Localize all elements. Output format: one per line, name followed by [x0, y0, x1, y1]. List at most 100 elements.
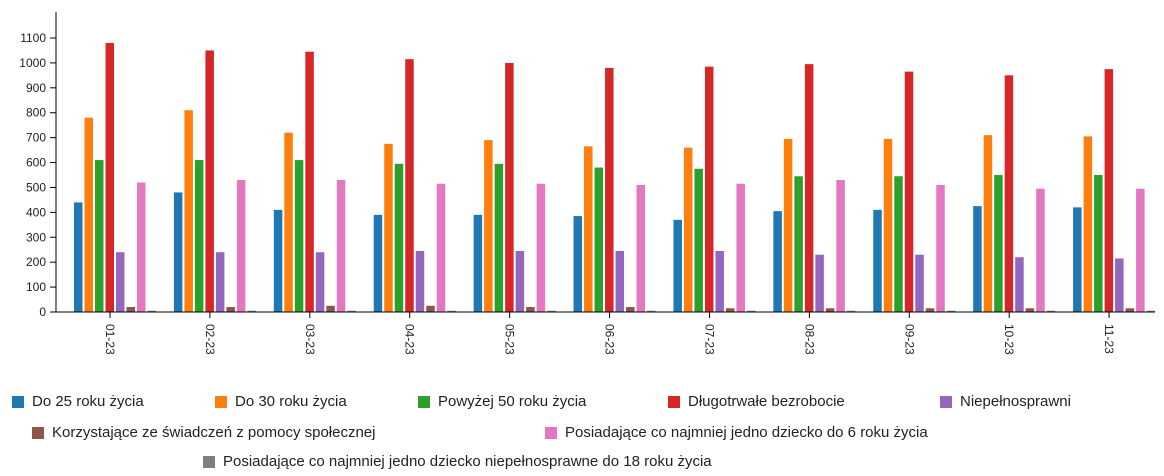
bar	[915, 254, 924, 312]
x-tick-label: 05-23	[503, 324, 517, 355]
bar	[936, 184, 945, 312]
bar	[725, 308, 735, 312]
bar	[205, 50, 214, 313]
y-tick-label: 500	[26, 180, 46, 194]
legend-item-powyzej-50: Powyżej 50 roku życia	[418, 393, 586, 410]
bar	[336, 179, 346, 312]
bar	[484, 140, 493, 312]
bar	[925, 308, 935, 312]
bar	[594, 167, 604, 312]
bar	[1036, 188, 1045, 312]
bar	[294, 160, 304, 312]
bar	[105, 42, 114, 313]
bar	[883, 138, 893, 312]
y-tick-label: 600	[26, 156, 46, 170]
bar	[147, 310, 156, 312]
bar	[447, 310, 456, 312]
bar	[647, 310, 656, 312]
legend-row-3: Posiadające co najmniej jedno dziecko ni…	[0, 453, 1164, 475]
y-axis: 0 100 200 300 400 500 600 700 800 900 1000 1100	[19, 12, 57, 319]
y-tick-label: 300	[26, 230, 46, 244]
bar	[773, 211, 782, 312]
y-tick-label: 700	[26, 131, 46, 145]
bar	[783, 138, 793, 312]
legend-item-dlugotrwale: Długotrwałe bezrobocie	[668, 393, 845, 410]
bar	[836, 179, 845, 312]
x-tick-label: 01-23	[103, 324, 117, 355]
bar	[825, 308, 835, 312]
x-tick-label: 02-23	[203, 324, 217, 355]
bar	[994, 175, 1003, 312]
x-tick-label: 08-23	[802, 324, 816, 355]
bar	[473, 214, 483, 312]
legend-row-2: Korzystające ze świadczeń z pomocy społe…	[0, 424, 1164, 446]
legend-label: Powyżej 50 roku życia	[438, 393, 587, 410]
legend-item-do-25: Do 25 roku życia	[12, 393, 144, 410]
bar	[384, 143, 393, 312]
bar	[1094, 175, 1103, 312]
y-tick-label: 400	[26, 205, 46, 219]
bar	[715, 250, 724, 312]
bar	[116, 252, 125, 312]
x-tick-label: 04-23	[403, 324, 417, 355]
legend-label: Posiadające co najmniej jedno dziecko ni…	[223, 453, 712, 470]
y-tick-label: 1000	[19, 56, 46, 70]
legend-label: Niepełnosprawni	[960, 393, 1071, 410]
bar	[683, 147, 693, 312]
bar	[615, 250, 625, 312]
bar	[247, 310, 256, 312]
bar	[904, 71, 914, 312]
x-tick-label: 03-23	[303, 324, 317, 355]
x-tick-label: 11-23	[1102, 324, 1116, 354]
bar	[894, 176, 903, 312]
bar	[746, 310, 756, 312]
legend-label: Do 25 roku życia	[32, 393, 144, 410]
bar	[347, 310, 356, 312]
bar	[494, 163, 504, 312]
bar	[526, 307, 535, 312]
bar	[846, 310, 856, 312]
bar	[215, 252, 225, 312]
bar	[983, 135, 993, 312]
bar	[84, 117, 93, 312]
x-axis: 01-23 02-23 03-23 04-23 05-23 06-23 07-23 08-23…	[56, 311, 1155, 355]
bar	[694, 168, 703, 312]
legend-label: Posiadające co najmniej jedno dziecko do…	[565, 424, 928, 441]
bar	[436, 183, 446, 312]
y-tick-label: 1100	[20, 31, 46, 45]
bar	[326, 305, 335, 312]
y-tick-label: 900	[26, 81, 46, 95]
bar	[426, 305, 435, 312]
bar	[137, 182, 146, 312]
bar	[236, 179, 246, 312]
bar	[1073, 207, 1082, 312]
bar	[394, 163, 404, 312]
legend-swatch	[418, 395, 430, 408]
legend-item-niepelnosprawni: Niepełnosprawni	[940, 393, 1071, 410]
x-tick-label: 07-23	[702, 324, 716, 355]
legend-item-pomoc-spoleczna: Korzystające ze świadczeń z pomocy społe…	[32, 424, 375, 441]
bar	[794, 176, 803, 312]
legend-label: Długotrwałe bezrobocie	[688, 393, 845, 410]
bar	[1004, 75, 1014, 312]
bar	[1046, 310, 1056, 312]
legend-swatch	[215, 395, 227, 408]
bar	[184, 110, 193, 313]
y-tick-label: 200	[26, 255, 46, 269]
legend-item-do-30: Do 30 roku życia	[215, 393, 347, 410]
bar	[1125, 308, 1135, 312]
bar	[584, 146, 593, 312]
legend-row-1: Do 25 roku życia Do 30 roku życia Powyże…	[0, 393, 1164, 415]
bar-chart: 0 100 200 300 400 500 600 700 800 900 1000 1100 01-…	[19, 12, 1156, 355]
bar	[815, 254, 824, 312]
bar	[1083, 136, 1093, 312]
bar	[1136, 188, 1145, 312]
bar	[536, 183, 546, 312]
x-tick-label: 09-23	[902, 324, 916, 355]
bar	[704, 66, 714, 313]
legend-swatch	[668, 395, 680, 408]
legend-label: Do 30 roku życia	[235, 393, 347, 410]
bar	[1146, 310, 1156, 312]
bar	[515, 250, 525, 312]
bar	[804, 64, 814, 313]
